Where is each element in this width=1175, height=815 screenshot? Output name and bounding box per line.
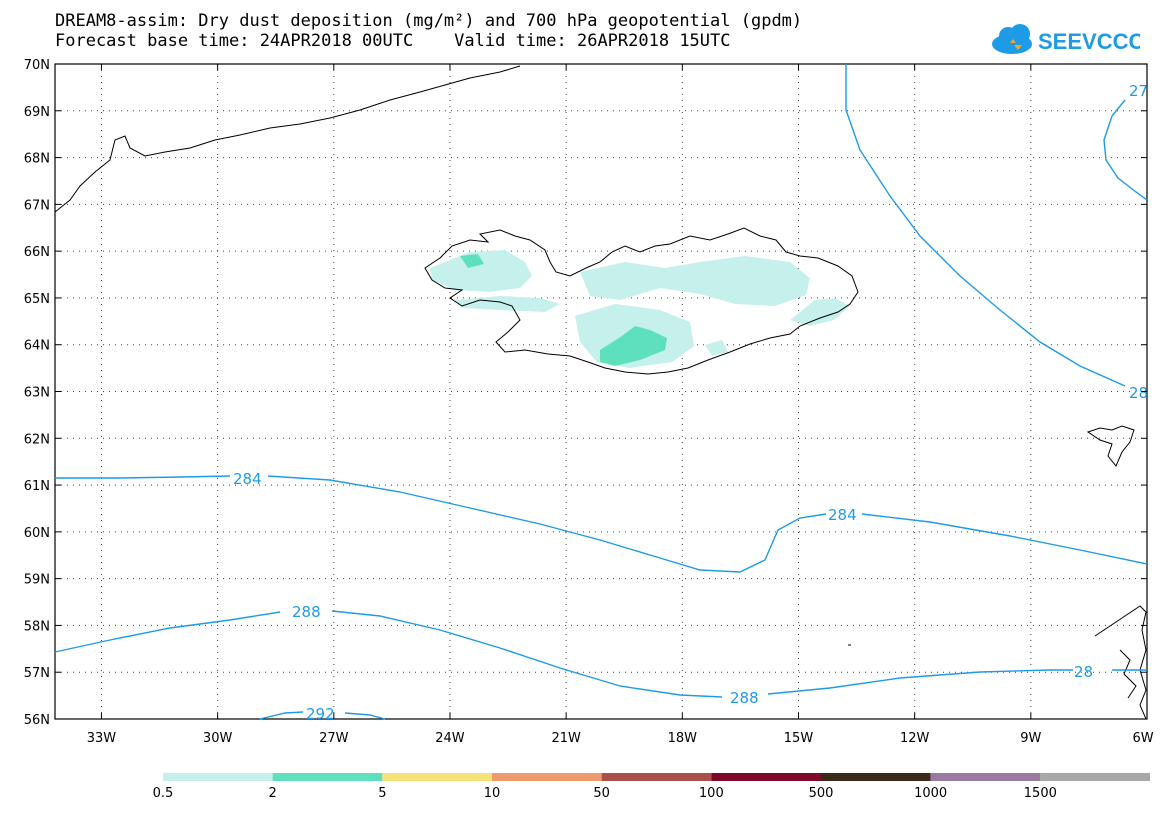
colorbar-label: 5: [378, 786, 386, 801]
contour-label-288-east: 288: [730, 689, 759, 707]
contour-label-288-far-east: 28: [1074, 663, 1093, 681]
graticule: [55, 64, 1147, 719]
cloud-logo-icon: [992, 24, 1032, 54]
lat-label: 66N: [24, 245, 50, 260]
lat-label: 61N: [24, 479, 50, 494]
lon-label: 33W: [87, 731, 117, 746]
lon-label: 21W: [551, 731, 581, 746]
colorbar-swatch: [492, 773, 602, 781]
colorbar-swatch: [711, 773, 821, 781]
faroe-islands-coastline: [1086, 425, 1135, 467]
greenland-coastline: [54, 65, 521, 213]
lon-label: 27W: [319, 731, 349, 746]
lat-label: 67N: [24, 198, 50, 213]
lat-label: 56N: [24, 713, 50, 728]
contour-label-284-west: 284: [233, 470, 262, 488]
contour-label-288-west: 288: [292, 603, 321, 621]
colorbar-labels: 0.5 2 5 10 50 100 500 1000 1500: [153, 786, 1057, 801]
geopotential-contours: [54, 64, 1148, 720]
colorbar-swatch: [382, 773, 492, 781]
contour-labels: 284 284 288 288 28 292 27 28: [233, 82, 1148, 723]
colorbar-swatch: [930, 773, 1041, 781]
contour-label-28: 28: [1129, 384, 1148, 402]
lat-label: 65N: [24, 292, 50, 307]
iceland-coastline: [424, 227, 859, 375]
dust-deposition-shading: [430, 250, 850, 368]
contour-292: [259, 711, 386, 720]
lat-label: 70N: [24, 58, 50, 73]
lon-label: 6W: [1132, 731, 1153, 746]
lon-label: 18W: [668, 731, 698, 746]
longitude-labels: 33W 30W 27W 24W 21W 18W 15W 12W 9W 6W: [87, 64, 1154, 746]
colorbar-swatch: [821, 773, 931, 781]
colorbar-label: 100: [699, 786, 724, 801]
colorbar-label: 500: [809, 786, 834, 801]
colorbar-label: 10: [484, 786, 501, 801]
contour-label-284-east: 284: [828, 506, 857, 524]
lat-label: 64N: [24, 339, 50, 354]
lat-label: 58N: [24, 619, 50, 634]
lat-label: 59N: [24, 573, 50, 588]
contour-284: [55, 475, 1148, 573]
colorbar-swatch: [601, 773, 712, 781]
contour-27x-northeast: [1103, 99, 1148, 201]
colorbar-label: 1500: [1024, 786, 1057, 801]
colorbar-swatch: [163, 773, 273, 781]
contour-label-292: 292: [306, 705, 335, 723]
coastlines: [54, 65, 1147, 720]
lon-label: 9W: [1020, 731, 1041, 746]
chart-subtitle: Forecast base time: 24APR2018 00UTC Vali…: [55, 31, 731, 51]
colorbar-label: 2: [269, 786, 277, 801]
lon-label: 15W: [784, 731, 814, 746]
colorbar-swatch: [1040, 773, 1150, 781]
seevccc-logo: SEEVCCC: [992, 24, 1140, 54]
lon-label: 30W: [203, 731, 233, 746]
lat-label: 69N: [24, 105, 50, 120]
lon-label: 24W: [435, 731, 465, 746]
contour-288: [54, 610, 1147, 698]
lat-label: 63N: [24, 386, 50, 401]
scotland-coastline: [1094, 605, 1147, 720]
contour-28x-east: [845, 64, 1126, 387]
colorbar-label: 50: [593, 786, 610, 801]
chart-title: DREAM8-assim: Dry dust deposition (mg/m²…: [55, 11, 803, 31]
colorbar-label: 0.5: [153, 786, 174, 801]
colorbar-label: 1000: [914, 786, 947, 801]
logo-text: SEEVCCC: [1038, 29, 1140, 54]
lat-label: 57N: [24, 666, 50, 681]
lat-label: 60N: [24, 526, 50, 541]
lat-label: 62N: [24, 432, 50, 447]
contour-label-27: 27: [1129, 82, 1148, 100]
lat-label: 68N: [24, 152, 50, 167]
colorbar-swatch: [272, 773, 383, 781]
latitude-labels: 70N 69N 68N 67N 66N 65N 64N 63N 62N 61N 60N 59N 58N 5…: [24, 58, 1147, 728]
lon-label: 12W: [900, 731, 930, 746]
colorbar: [163, 773, 1150, 781]
